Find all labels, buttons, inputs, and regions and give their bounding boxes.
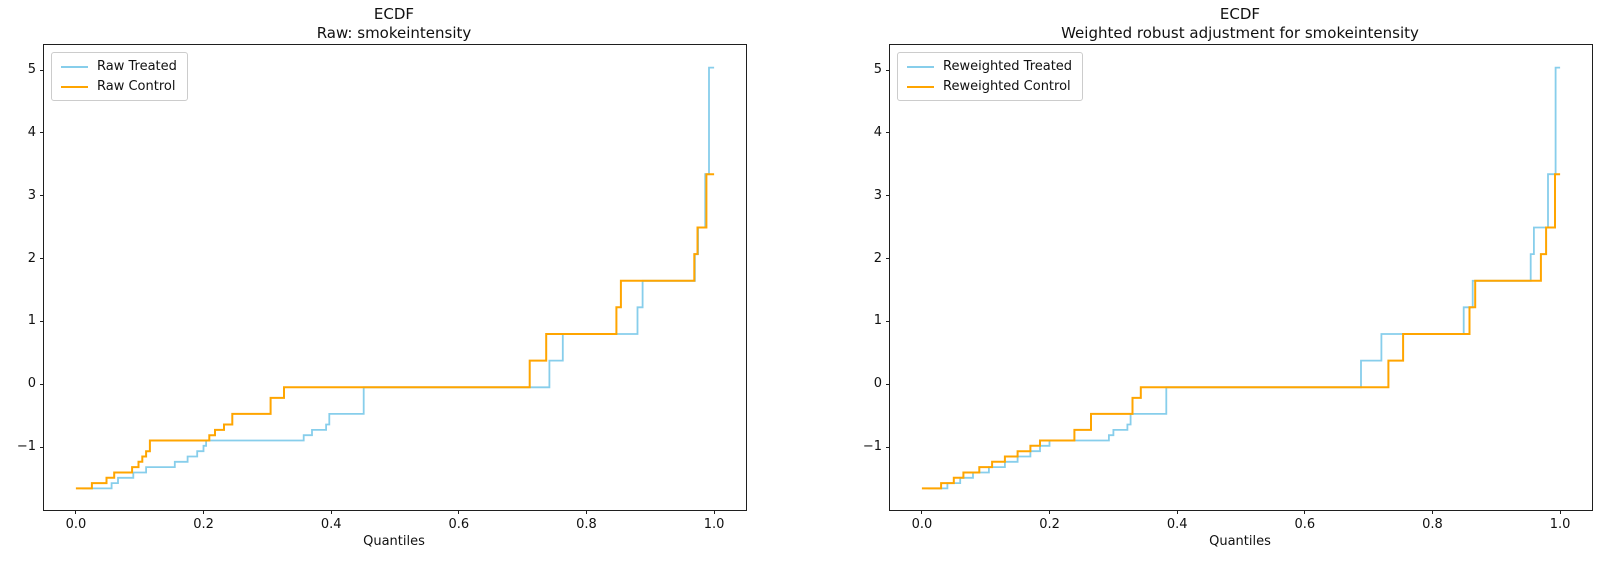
x-tick	[585, 510, 587, 514]
series-line-reweighted-control	[921, 173, 1561, 490]
x-tick-label: 1.0	[703, 517, 725, 532]
y-tick	[40, 320, 44, 322]
x-tick-label: 0.2	[193, 517, 214, 532]
y-tick	[886, 446, 890, 448]
plot-weighted-axes: Reweighted Treated Reweighted Control 0.…	[863, 44, 1593, 532]
y-tick-label: 5	[27, 62, 36, 78]
y-tick-label: 0	[27, 376, 36, 392]
x-tick	[203, 510, 205, 514]
y-tick	[886, 69, 890, 71]
y-tick	[886, 195, 890, 197]
reweighted-control-label: Reweighted Control	[943, 79, 1071, 94]
x-tick-label: 1.0	[1549, 517, 1571, 532]
raw-control-label: Raw Control	[97, 79, 176, 94]
plot-weighted-title-line2: Weighted robust adjustment for smokeinte…	[1061, 23, 1419, 42]
x-tick-label: 0.8	[576, 517, 597, 532]
y-tick	[886, 132, 890, 134]
x-tick	[1431, 510, 1433, 514]
x-tick-label: 0.6	[448, 517, 470, 532]
x-tick	[713, 510, 715, 514]
y-tick	[40, 195, 44, 197]
x-tick	[1559, 510, 1561, 514]
x-tick-label: 0.2	[1039, 517, 1060, 532]
series-line-raw-control	[75, 173, 715, 490]
plot-raw-legend: Raw Treated Raw Control	[51, 52, 188, 101]
x-tick-label: 0.8	[1422, 517, 1443, 532]
raw-control-line-swatch	[61, 85, 88, 88]
x-tick-label: 0.0	[911, 517, 933, 532]
raw-treated-line-swatch	[61, 65, 88, 68]
series-line-reweighted-treated	[928, 66, 1561, 490]
y-tick-label: 5	[873, 62, 882, 78]
y-tick-label: 4	[27, 124, 36, 140]
x-tick	[1304, 510, 1306, 514]
y-tick-label: 2	[27, 250, 36, 266]
plot-weighted-title-line1: ECDF	[1219, 5, 1261, 23]
y-tick-label: 3	[873, 187, 882, 203]
plot-raw-title-line1: ECDF	[373, 5, 415, 23]
y-tick-label: 0	[873, 376, 882, 392]
reweighted-control-line-swatch	[907, 85, 934, 88]
y-tick	[40, 132, 44, 134]
plot-weighted: ECDF Weighted robust adjustment for smok…	[846, 0, 1600, 563]
y-tick	[40, 258, 44, 260]
legend-item-reweighted-treated: Reweighted Treated	[907, 59, 1072, 74]
plot-weighted-legend: Reweighted Treated Reweighted Control	[897, 52, 1084, 101]
raw-treated-label: Raw Treated	[97, 59, 177, 74]
series-line-raw-treated	[82, 66, 715, 490]
y-tick	[40, 446, 44, 448]
y-tick	[40, 69, 44, 71]
plot-weighted-canvas	[921, 66, 1561, 490]
x-tick	[1176, 510, 1178, 514]
plot-raw-xlabel: Quantiles	[363, 534, 425, 549]
plot-raw-canvas	[75, 66, 715, 490]
legend-item-reweighted-control: Reweighted Control	[907, 79, 1072, 94]
y-tick	[40, 383, 44, 385]
x-tick-label: 0.6	[1294, 517, 1316, 532]
y-tick-label: 3	[27, 187, 36, 203]
y-tick-label: 1	[27, 313, 36, 329]
reweighted-treated-line-swatch	[907, 65, 934, 68]
y-tick-label: 4	[873, 124, 882, 140]
y-tick	[886, 383, 890, 385]
y-tick	[886, 258, 890, 260]
reweighted-treated-label: Reweighted Treated	[943, 59, 1073, 74]
x-tick	[1049, 510, 1051, 514]
y-tick-label: 2	[873, 250, 882, 266]
plot-raw: ECDF Raw: smokeintensity Raw Treated Raw…	[0, 0, 790, 563]
plot-raw-title-line2: Raw: smokeintensity	[316, 23, 472, 42]
x-tick	[75, 510, 77, 514]
legend-item-raw-control: Raw Control	[61, 79, 177, 94]
x-tick	[458, 510, 460, 514]
x-tick-label: 0.4	[320, 517, 342, 532]
plot-weighted-xlabel: Quantiles	[1209, 534, 1271, 549]
legend-item-raw-treated: Raw Treated	[61, 59, 177, 74]
y-tick	[886, 320, 890, 322]
plot-raw-title: ECDF Raw: smokeintensity	[43, 5, 745, 42]
plot-raw-axes: Raw Treated Raw Control 0.0 0.2 0.4 0.6 0.8 1…	[17, 44, 747, 532]
x-tick	[330, 510, 332, 514]
plot-weighted-title: ECDF Weighted robust adjustment for smok…	[889, 5, 1591, 42]
x-tick-label: 0.4	[1166, 517, 1188, 532]
y-tick-label: −1	[862, 439, 882, 455]
y-tick-label: 1	[873, 313, 882, 329]
x-tick-label: 0.0	[65, 517, 87, 532]
y-tick-label: −1	[16, 439, 36, 455]
x-tick	[921, 510, 923, 514]
